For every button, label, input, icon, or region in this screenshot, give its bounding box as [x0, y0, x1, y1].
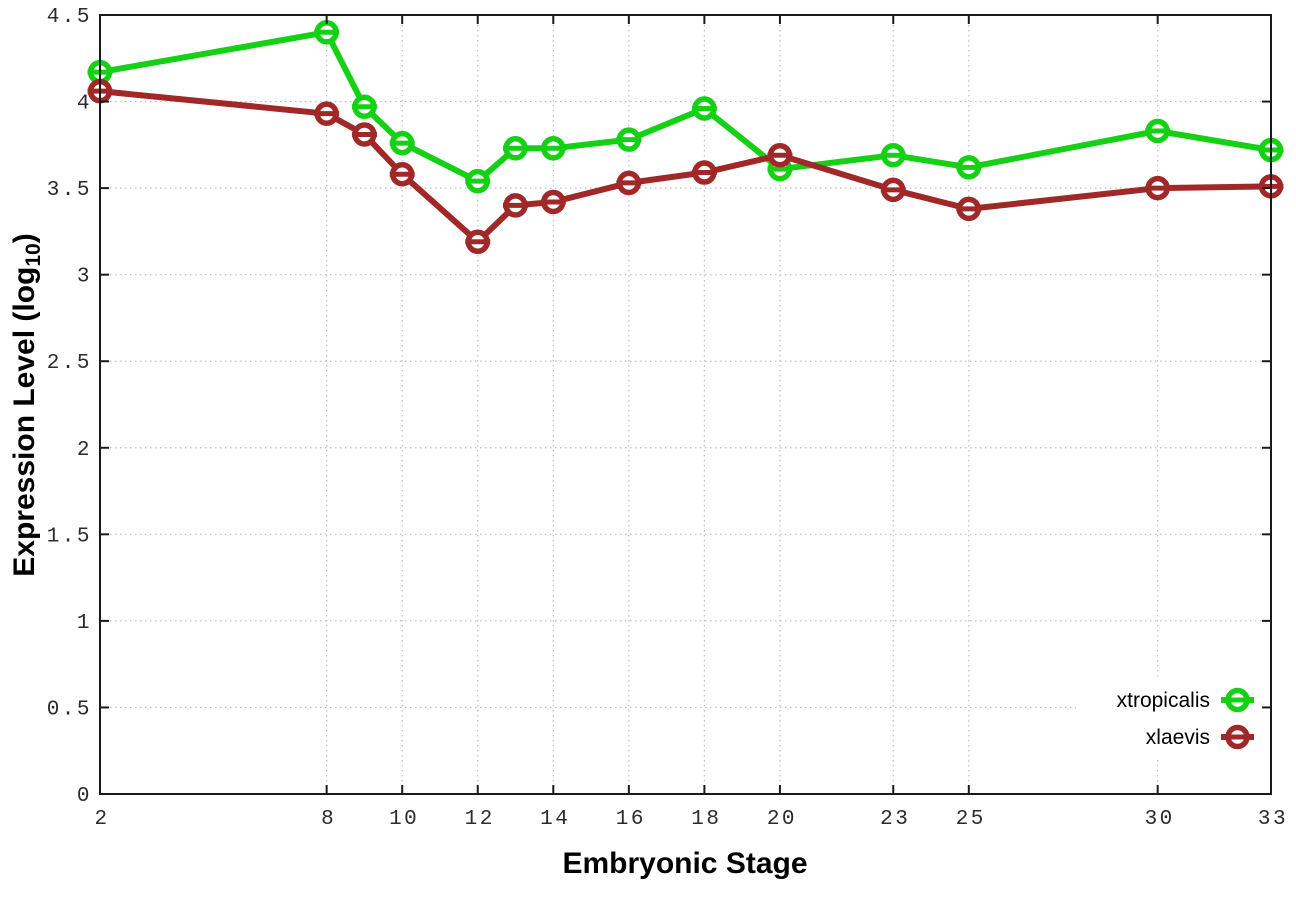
y-tick-label: 1 — [77, 612, 92, 635]
legend-entry-xtropicalis: xtropicalis — [1117, 687, 1254, 713]
x-tick-label: 30 — [1145, 808, 1175, 831]
y-tick-label: 4.5 — [47, 6, 92, 29]
x-tick-label: 14 — [540, 808, 570, 831]
x-tick-label: 25 — [956, 808, 986, 831]
y-axis-title-close: ) — [8, 233, 41, 243]
tick-label-layer: 2 8 10 12 14 16 18 20 23 25 30 33 0 0.5 1 1.5 2 2.5 3 3.5 4 4… — [47, 6, 1288, 831]
x-tick-label: 33 — [1258, 808, 1288, 831]
y-tick-label: 2 — [77, 439, 92, 462]
series-xlaevis — [87, 78, 1284, 255]
y-tick-label: 0.5 — [47, 698, 92, 721]
y-tick-label: 2.5 — [47, 352, 92, 375]
x-tick-label: 12 — [465, 808, 495, 831]
x-tick-label: 10 — [389, 808, 419, 831]
y-tick-label: 3.5 — [47, 179, 92, 202]
x-tick-label: 18 — [691, 808, 721, 831]
x-tick-label: 8 — [321, 808, 336, 831]
x-tick-label: 20 — [767, 808, 797, 831]
legend-label: xlaevis — [1146, 726, 1210, 749]
plot-border — [99, 14, 1272, 795]
series-layer — [87, 20, 1284, 255]
y-tick-label: 0 — [77, 785, 92, 808]
x-tick-label: 16 — [616, 808, 646, 831]
y-axis-title-subscript: 10 — [22, 243, 45, 266]
y-axis-title: Expression Level (log10) — [8, 233, 45, 576]
axes-layer — [99, 14, 1272, 795]
x-tick-label: 23 — [880, 808, 910, 831]
legend-label: xtropicalis — [1117, 689, 1210, 712]
y-tick-label: 3 — [77, 266, 92, 289]
series-xtropicalis — [87, 20, 1284, 194]
x-tick-label: 2 — [94, 808, 109, 831]
x-axis-title: Embryonic Stage — [562, 847, 807, 880]
y-tick-label: 4 — [77, 93, 92, 116]
grid-layer — [99, 14, 1272, 795]
legend: xtropicalis xlaevis — [1117, 687, 1254, 750]
y-axis-title-main: Expression Level (log — [8, 267, 41, 577]
y-tick-label: 1.5 — [47, 525, 92, 548]
legend-entry-xlaevis: xlaevis — [1146, 724, 1254, 750]
